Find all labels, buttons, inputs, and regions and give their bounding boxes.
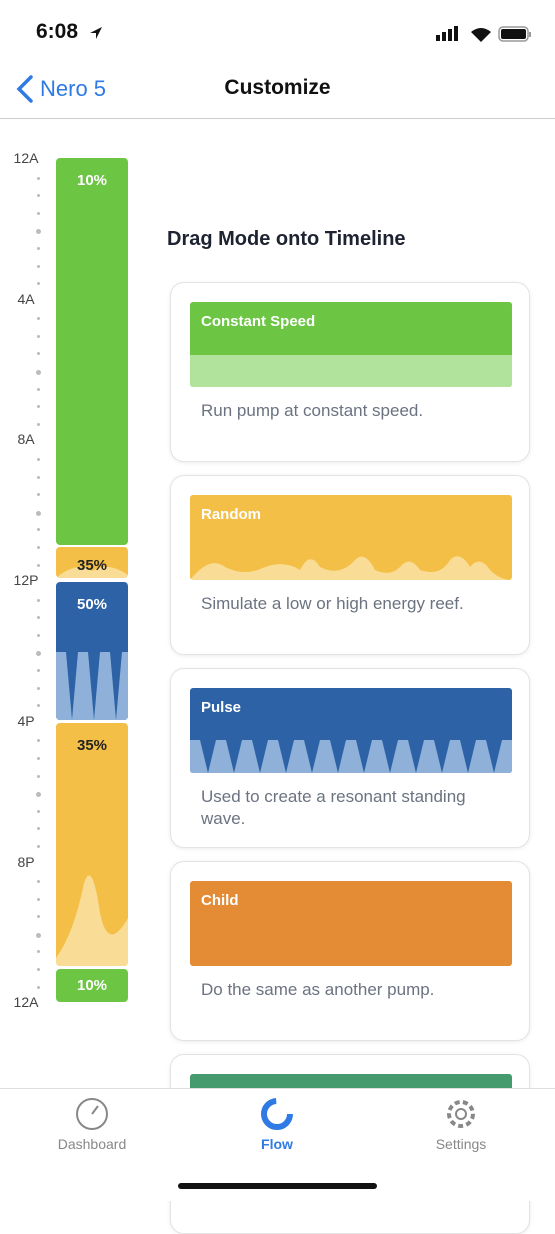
tick-dot xyxy=(37,545,40,549)
tick-dot xyxy=(37,669,40,673)
mode-preview: Random xyxy=(190,495,512,580)
settings-icon[interactable] xyxy=(444,1097,478,1131)
tick-dot xyxy=(37,880,40,884)
tick-dot xyxy=(37,704,40,708)
tick-dot xyxy=(37,493,40,497)
tick-dot xyxy=(37,176,40,180)
tick-dot xyxy=(37,739,40,743)
tick-dot xyxy=(37,985,40,989)
status-icons xyxy=(436,26,531,42)
status-time: 6:08 xyxy=(36,20,79,43)
tick-dot xyxy=(37,352,40,356)
tick-dot xyxy=(37,686,40,690)
mode-name: Pulse xyxy=(201,699,242,716)
hour-label: 4P xyxy=(17,712,35,729)
tick-dot xyxy=(36,651,41,657)
tab-label[interactable]: Flow xyxy=(261,1136,293,1152)
back-button[interactable]: Nero 5 xyxy=(40,76,107,101)
mode-card[interactable]: Random Simulate a low or high energy ree… xyxy=(170,475,530,655)
hour-label: 12A xyxy=(13,150,39,166)
location-icon xyxy=(90,27,102,39)
mode-preview: Constant Speed xyxy=(190,302,512,387)
tick-dot xyxy=(37,211,40,215)
back-chevron[interactable] xyxy=(14,74,36,104)
mode-card[interactable]: Pulse Used to create a resonant standing… xyxy=(170,668,530,848)
wave xyxy=(56,875,128,966)
tick-dot xyxy=(37,387,40,391)
mode-preview: Pulse xyxy=(190,688,512,773)
tab-label[interactable]: Settings xyxy=(435,1136,487,1152)
mode-name: Child xyxy=(201,892,239,909)
tick-dot xyxy=(37,194,40,198)
mode-name: Random xyxy=(201,506,261,523)
mode-description: Do the same as another pump. xyxy=(201,980,435,999)
segment[interactable]: 35% xyxy=(56,547,128,578)
mode-description: Run pump at constant speed. xyxy=(201,401,424,420)
mode-card[interactable]: Child Do the same as another pump. xyxy=(170,861,530,1041)
tick-dot xyxy=(36,510,41,516)
mode-card[interactable]: Constant Speed Run pump at constant spee… xyxy=(170,282,530,462)
tab-bar xyxy=(0,1088,555,1201)
segment-label: 10% xyxy=(76,172,108,189)
hour-label: 4A xyxy=(17,290,35,307)
tick-dot xyxy=(37,968,40,972)
tick-dot xyxy=(37,264,40,268)
tab-label[interactable]: Dashboard xyxy=(57,1136,127,1152)
tick-dot xyxy=(37,422,40,426)
tick-dot xyxy=(37,528,40,532)
wave xyxy=(56,566,128,578)
hour-label: 12A xyxy=(13,994,39,1011)
tick-dot xyxy=(37,827,40,831)
tick-dot xyxy=(37,915,40,919)
dashboard-icon[interactable] xyxy=(75,1097,109,1131)
divider xyxy=(0,118,555,119)
tick-dot xyxy=(37,563,40,567)
tick-dot xyxy=(37,282,40,286)
tick-dot xyxy=(37,246,40,250)
tick-dot xyxy=(36,229,41,235)
tick-dot xyxy=(36,370,41,376)
segment[interactable]: 10% xyxy=(56,158,128,545)
tick-dot xyxy=(37,633,40,637)
tick-dot xyxy=(37,844,40,848)
home-indicator xyxy=(178,1183,377,1189)
tick-dot xyxy=(37,598,40,602)
tick-dot xyxy=(36,932,41,938)
tick-dot xyxy=(37,897,40,901)
screen: 6:08 Nero 5 Customize 12A 4A 8A 12P 4P 8P 12A … xyxy=(0,20,555,1234)
tick-dot xyxy=(37,457,40,461)
tick-dot xyxy=(37,950,40,954)
mode-name: Constant Speed xyxy=(201,313,316,330)
tick-dot xyxy=(37,334,40,338)
tick-dot xyxy=(37,317,40,321)
tick-dot xyxy=(37,774,40,778)
segment[interactable]: 35% xyxy=(56,723,128,966)
segment-label: 35% xyxy=(76,557,108,574)
tick-dot xyxy=(37,809,40,813)
segment-label: 10% xyxy=(76,977,108,994)
tick-dot xyxy=(37,616,40,620)
mode-description: Used to create a resonant standing wave. xyxy=(201,787,466,828)
mode-description: Simulate a low or high energy reef. xyxy=(201,594,464,613)
tick-dot xyxy=(37,756,40,760)
tick-dot xyxy=(36,792,41,798)
pulse-wave xyxy=(56,652,128,720)
flow-icon[interactable] xyxy=(260,1097,294,1131)
tick-dot xyxy=(37,475,40,479)
hour-label: 8P xyxy=(17,853,35,870)
hour-label: 12P xyxy=(13,572,39,589)
segment[interactable]: 10% xyxy=(56,969,128,1002)
hour-label: 8A xyxy=(17,431,35,448)
section-heading: Drag Mode onto Timeline xyxy=(167,228,406,250)
segment-label: 35% xyxy=(76,737,108,754)
segment-label: 50% xyxy=(76,596,108,613)
tick-dot xyxy=(37,405,40,409)
mode-preview: Child xyxy=(190,881,512,966)
nav-title: Customize xyxy=(224,76,331,99)
segment[interactable]: 50% xyxy=(56,582,128,720)
